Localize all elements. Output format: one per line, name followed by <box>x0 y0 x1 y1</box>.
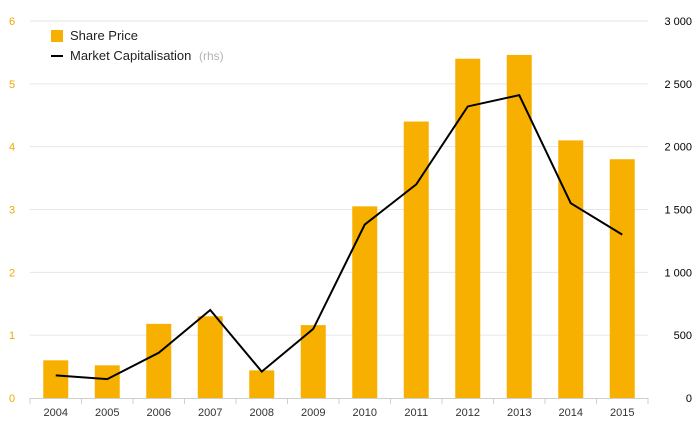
market-cap-line-group <box>55 93 623 381</box>
share-price-bar <box>94 365 120 398</box>
legend-rhs-note: (rhs) <box>199 49 224 63</box>
share-price-bar <box>43 360 69 398</box>
y-left-tick-label: 3 <box>9 205 15 217</box>
market-cap-line <box>55 93 623 381</box>
x-tick-label: 2008 <box>250 407 274 419</box>
share-price-bar <box>403 121 429 399</box>
share-price-bar <box>506 54 532 399</box>
share-price-bar <box>249 370 275 398</box>
x-tick-label: 2005 <box>95 407 119 419</box>
legend: Share Price Market Capitalisation (rhs) <box>51 28 224 63</box>
y-right-tick-label: 2 500 <box>664 79 692 91</box>
y-right-tick-label: 3 000 <box>664 16 692 28</box>
legend-share-price-label: Share Price <box>70 28 138 43</box>
legend-market-cap-label: Market Capitalisation <box>70 48 191 63</box>
share-price-bar <box>352 206 378 398</box>
y-left-tick-label: 1 <box>9 330 15 342</box>
legend-market-cap-text: Market Capitalisation (rhs) <box>70 48 224 63</box>
share-price-bar <box>609 159 635 398</box>
share-price-bar <box>300 325 326 398</box>
share-price-bars <box>43 54 635 399</box>
y-right-tick-label: 1 000 <box>664 267 692 279</box>
legend-share-price-swatch <box>51 30 63 42</box>
grid-lines <box>30 20 648 336</box>
y-right-tick-label: 0 <box>686 393 692 405</box>
share-price-bar <box>197 316 223 398</box>
y-left-tick-label: 4 <box>9 142 15 154</box>
y-left-tick-label: 6 <box>9 16 15 28</box>
x-tick-label: 2011 <box>404 407 428 419</box>
x-axis: 2004 2005 2006 2007 2008 2009 2010 2011 2012 2013… <box>29 398 649 419</box>
share-price-bar <box>455 58 481 398</box>
x-tick-label: 2009 <box>301 407 325 419</box>
x-tick-label: 2004 <box>44 407 68 419</box>
x-tick-label: 2013 <box>507 407 531 419</box>
x-tick-label: 2015 <box>610 407 634 419</box>
x-tick-label: 2014 <box>559 407 583 419</box>
x-tick-label: 2006 <box>147 407 171 419</box>
y-left-tick-label: 0 <box>9 393 15 405</box>
y-axis-left: 0 1 2 3 4 5 6 <box>9 16 15 405</box>
share-price-bar <box>558 140 584 398</box>
x-tick-label: 2012 <box>456 407 480 419</box>
y-right-tick-label: 1 500 <box>664 205 692 217</box>
x-tick-label: 2010 <box>353 407 377 419</box>
y-axis-right: 0 500 1 000 1 500 2 000 2 500 3 000 <box>664 16 692 405</box>
y-right-tick-label: 500 <box>674 330 692 342</box>
y-left-tick-label: 5 <box>9 79 15 91</box>
share-price-bar <box>146 323 172 398</box>
y-left-tick-label: 2 <box>9 267 15 279</box>
y-right-tick-label: 2 000 <box>664 142 692 154</box>
x-tick-label: 2007 <box>198 407 222 419</box>
